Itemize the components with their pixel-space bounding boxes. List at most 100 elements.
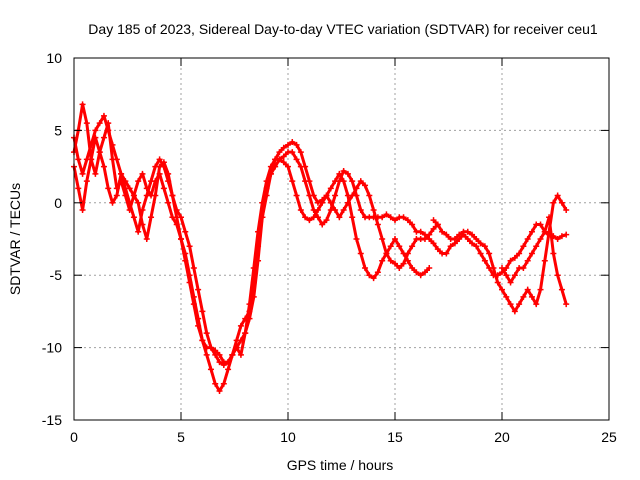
- data-point: [396, 264, 403, 271]
- data-point: [165, 170, 172, 177]
- data-point: [379, 236, 386, 242]
- data-point: [357, 178, 364, 185]
- data-point: [79, 170, 86, 177]
- data-point: [216, 388, 223, 395]
- data-point: [469, 240, 476, 247]
- data-point: [327, 207, 334, 214]
- data-point: [387, 257, 394, 264]
- y-tick-label: -10: [42, 340, 62, 356]
- data-point: [160, 185, 167, 192]
- data-point: [387, 214, 394, 221]
- data-point: [323, 192, 330, 199]
- data-point: [469, 231, 476, 238]
- data-point: [302, 214, 309, 221]
- data-point: [229, 351, 236, 358]
- data-point: [280, 159, 287, 166]
- data-point: [83, 178, 90, 185]
- data-point: [473, 243, 480, 250]
- data-point: [246, 315, 253, 322]
- data-point: [353, 192, 360, 199]
- data-point: [182, 228, 189, 235]
- data-point: [528, 250, 535, 257]
- data-point: [113, 192, 120, 199]
- data-point: [379, 214, 386, 221]
- x-tick-label: 0: [70, 429, 78, 445]
- data-point: [289, 138, 296, 145]
- data-point: [289, 149, 296, 156]
- data-point: [524, 236, 531, 242]
- data-point: [477, 250, 484, 257]
- data-point: [225, 359, 232, 366]
- series-trace: [432, 194, 568, 313]
- data-point: [259, 214, 266, 221]
- data-point: [499, 264, 505, 271]
- data-point: [297, 163, 304, 170]
- data-point: [96, 120, 103, 127]
- data-point: [289, 178, 296, 185]
- data-point: [92, 170, 99, 177]
- data-point: [524, 257, 531, 264]
- data-point: [199, 308, 206, 315]
- data-point: [79, 207, 86, 214]
- data-point: [267, 170, 274, 177]
- data-point: [344, 170, 351, 177]
- y-tick-label: -5: [50, 267, 63, 283]
- data-point: [409, 221, 416, 228]
- data-point: [362, 182, 369, 189]
- data-point: [481, 257, 488, 264]
- data-point: [302, 178, 309, 185]
- data-point: [503, 272, 510, 279]
- data-point: [216, 351, 223, 358]
- data-point: [130, 214, 137, 221]
- data-point: [507, 257, 514, 264]
- data-point: [293, 192, 300, 199]
- data-point: [340, 167, 347, 174]
- data-point: [105, 185, 112, 192]
- data-point: [263, 185, 270, 192]
- data-point: [79, 101, 86, 108]
- data-point: [139, 221, 146, 228]
- data-point: [537, 286, 544, 293]
- data-point: [456, 231, 463, 238]
- data-point: [426, 264, 433, 271]
- data-point: [186, 243, 193, 250]
- series-satellite-track-2: [71, 134, 441, 368]
- data-point: [520, 293, 527, 300]
- data-point: [109, 141, 116, 148]
- data-point: [212, 380, 219, 387]
- data-point: [148, 214, 155, 221]
- data-point: [464, 228, 471, 235]
- series-satellite-track-4: [430, 192, 570, 315]
- data-point: [327, 185, 334, 192]
- data-point: [293, 156, 300, 163]
- data-point: [541, 257, 548, 264]
- data-point: [178, 236, 184, 242]
- data-point: [443, 231, 450, 238]
- data-point: [550, 199, 557, 206]
- data-point: [272, 163, 279, 170]
- data-point: [135, 178, 142, 185]
- data-point: [100, 163, 107, 170]
- data-point: [392, 217, 398, 224]
- data-point: [96, 149, 103, 156]
- data-point: [182, 257, 189, 264]
- y-axis-ticks: -15 -10 -5 0 5 10: [42, 50, 609, 428]
- data-point: [306, 192, 313, 199]
- data-point: [370, 207, 377, 214]
- data-point: [186, 279, 193, 286]
- plot-frame: [73, 57, 610, 421]
- data-point: [558, 199, 565, 206]
- data-point: [490, 264, 497, 271]
- data-point: [387, 243, 394, 250]
- data-point: [451, 236, 458, 242]
- data-point: [546, 214, 553, 221]
- data-point: [203, 351, 210, 358]
- data-point: [332, 192, 339, 199]
- data-point: [310, 207, 317, 214]
- data-point: [100, 112, 107, 119]
- data-point: [280, 144, 287, 151]
- data-point: [340, 207, 347, 214]
- data-point: [507, 301, 514, 308]
- data-point: [443, 250, 450, 257]
- data-point: [439, 228, 446, 235]
